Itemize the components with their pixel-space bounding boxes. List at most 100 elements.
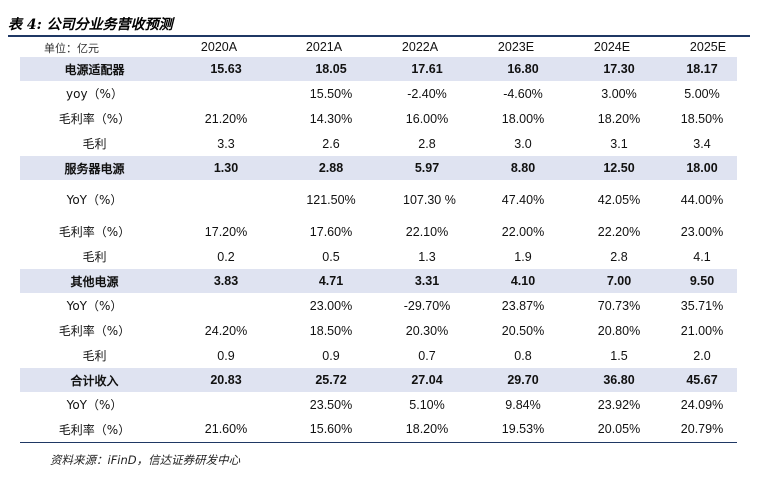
table-cell: 3.83 xyxy=(169,269,283,293)
table-row: 毛利 3.3 2.6 2.8 3.0 3.1 3.4 xyxy=(20,131,737,156)
table-row: 毛利 0.9 0.9 0.7 0.8 1.5 2.0 xyxy=(20,343,737,368)
table-cell: 4.10 xyxy=(475,269,571,293)
row-label: YoY（%） xyxy=(66,299,123,313)
table-cell: 70.73% xyxy=(597,298,641,313)
table-cell: 17.30 xyxy=(571,57,667,81)
table-cell: 2.0 xyxy=(693,348,711,363)
table-cell xyxy=(169,81,283,106)
table-cell: 16.80 xyxy=(475,57,571,81)
table-row: 毛利 0.2 0.5 1.3 1.9 2.8 4.1 xyxy=(20,244,737,269)
table-cell xyxy=(169,180,283,219)
table-cell: 17.60% xyxy=(309,224,353,239)
table-row: YoY（%） 121.50% 107.30 % 47.40% 42.05% 44.00% xyxy=(20,180,737,219)
table-cell: 23.00% xyxy=(680,224,724,239)
revenue-forecast-table: 电源适配器 15.63 18.05 17.61 16.80 17.30 18.17 yoy（%… xyxy=(20,57,737,443)
table-cell: 3.00% xyxy=(601,86,637,101)
table-cell: 0.5 xyxy=(322,249,340,264)
table-cell: 23.87% xyxy=(501,298,545,313)
table-row: 毛利率（%） 21.20% 14.30% 16.00% 18.00% 18.20% 18.5… xyxy=(20,106,737,131)
year-header: 2020A xyxy=(200,40,238,54)
table-cell: 1.30 xyxy=(169,156,283,180)
table-cell: 18.20% xyxy=(379,417,475,443)
table-cell: 5.97 xyxy=(379,156,475,180)
row-label: 毛利率（%） xyxy=(58,112,131,126)
row-label: 毛利率（%） xyxy=(20,417,169,443)
table-cell: 23.92% xyxy=(597,397,641,412)
table-cell: 16.00% xyxy=(405,111,449,126)
year-header: 2023E xyxy=(497,40,535,54)
table-cell: 21.60% xyxy=(169,417,283,443)
table-cell: 1.3 xyxy=(418,249,436,264)
table-cell: 15.50% xyxy=(309,86,353,101)
table-row: yoy（%） 15.50% -2.40% -4.60% 3.00% 5.00% xyxy=(20,81,737,106)
table-cell: 9.50 xyxy=(667,269,737,293)
table-cell: 15.63 xyxy=(169,57,283,81)
section-row: 其他电源 3.83 4.71 3.31 4.10 7.00 9.50 xyxy=(20,269,737,293)
section-row: 电源适配器 15.63 18.05 17.61 16.80 17.30 18.17 xyxy=(20,57,737,81)
table-cell: 0.2 xyxy=(217,249,235,264)
table-cell: 18.00% xyxy=(501,111,545,126)
table-cell: 18.05 xyxy=(283,57,379,81)
table-cell: 9.84% xyxy=(505,397,541,412)
row-label: YoY（%） xyxy=(66,398,123,412)
table-cell: 20.80% xyxy=(597,323,641,338)
table-cell: 22.20% xyxy=(597,224,641,239)
table-cell: 24.20% xyxy=(204,323,248,338)
table-cell: 18.20% xyxy=(597,111,641,126)
row-label: 毛利率（%） xyxy=(58,225,131,239)
table-cell: 8.80 xyxy=(475,156,571,180)
year-header: 2022A xyxy=(401,40,439,54)
table-cell: 3.31 xyxy=(379,269,475,293)
table-cell: 42.05% xyxy=(597,192,641,207)
table-cell: 45.67 xyxy=(667,368,737,392)
table-cell: 0.8 xyxy=(514,348,532,363)
table-cell: 7.00 xyxy=(571,269,667,293)
row-label: 服务器电源 xyxy=(20,156,169,180)
table-cell: 25.72 xyxy=(283,368,379,392)
table-cell: 19.53% xyxy=(475,417,571,443)
row-label: yoy（%） xyxy=(66,87,123,101)
table-cell: 18.00 xyxy=(667,156,737,180)
table-cell: 3.3 xyxy=(217,136,235,151)
row-label: 毛利 xyxy=(82,250,107,264)
table-cell: 23.00% xyxy=(309,298,353,313)
table-cell: 18.50% xyxy=(309,323,353,338)
table-cell: 23.50% xyxy=(309,397,353,412)
table-row: 毛利率（%） 21.60% 15.60% 18.20% 19.53% 20.05% 20.7… xyxy=(20,417,737,443)
title-divider xyxy=(8,35,750,37)
table-cell: -29.70% xyxy=(403,298,451,313)
table-cell: 2.8 xyxy=(610,249,628,264)
table-cell: 3.4 xyxy=(693,136,711,151)
row-label: 毛利率（%） xyxy=(58,324,131,338)
table-row: 毛利率（%） 17.20% 17.60% 22.10% 22.00% 22.20% 23.0… xyxy=(20,219,737,244)
table-cell: 20.79% xyxy=(667,417,737,443)
year-header: 2024E xyxy=(593,40,631,54)
table-cell: 5.00% xyxy=(684,86,720,101)
source-note: 资料来源：iFinD，信达证券研发中心 xyxy=(50,453,241,467)
row-label: YoY（%） xyxy=(66,193,123,207)
table-cell xyxy=(169,293,283,318)
table-cell: 3.0 xyxy=(514,136,532,151)
table-cell: 18.50% xyxy=(680,111,724,126)
table-cell: 27.04 xyxy=(379,368,475,392)
table-cell: 36.80 xyxy=(571,368,667,392)
table-cell: 21.00% xyxy=(680,323,724,338)
table-cell: 22.00% xyxy=(501,224,545,239)
table-cell: 1.5 xyxy=(610,348,628,363)
row-label: 电源适配器 xyxy=(20,57,169,81)
table-cell: 29.70 xyxy=(475,368,571,392)
table-cell: 21.20% xyxy=(204,111,248,126)
table-cell: 24.09% xyxy=(680,397,724,412)
table-cell: 4.71 xyxy=(283,269,379,293)
table-body: 电源适配器 15.63 18.05 17.61 16.80 17.30 18.17 yoy（%… xyxy=(20,57,737,443)
table-cell: 44.00% xyxy=(680,192,724,207)
table-cell: -4.60% xyxy=(503,86,543,101)
table-cell: 0.7 xyxy=(418,348,436,363)
row-label: 其他电源 xyxy=(20,269,169,293)
table-cell: 121.50% xyxy=(306,192,356,207)
table-cell: 35.71% xyxy=(680,298,724,313)
table-row: YoY（%） 23.00% -29.70% 23.87% 70.73% 35.71% xyxy=(20,293,737,318)
header-row: 单位：亿元 2020A 2021A 2022A 2023E 2024E 2025… xyxy=(8,38,750,56)
table-cell: 17.61 xyxy=(379,57,475,81)
table-cell: 107.30 % xyxy=(403,192,456,207)
